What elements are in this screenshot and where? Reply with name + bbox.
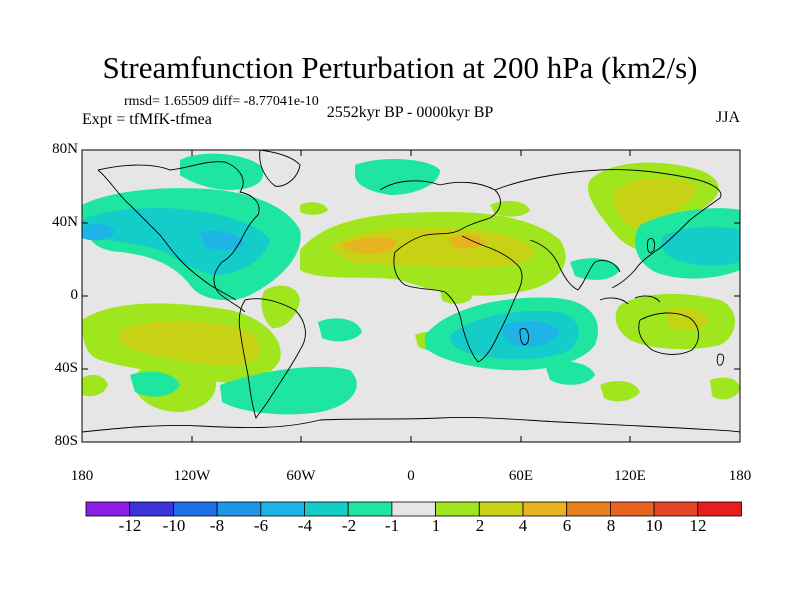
colorbar-box — [478, 501, 524, 517]
lat-label: 80N — [52, 141, 78, 157]
lon-label: 120E — [614, 468, 646, 484]
colorbar — [85, 501, 742, 517]
colorbar-label: 8 — [606, 516, 616, 535]
chart-title: Streamfunction Perturbation at 200 hPa (… — [102, 50, 698, 85]
colorbar-box — [610, 501, 655, 517]
colorbar-box — [304, 501, 349, 517]
colorbar-label: -6 — [253, 516, 269, 535]
colorbar-box — [216, 501, 262, 517]
colorbar-box — [653, 501, 699, 517]
coastline-layer — [82, 150, 740, 433]
colorbar-box — [129, 501, 174, 517]
colorbar-label: 1 — [431, 516, 441, 535]
colorbar-label: 2 — [475, 516, 485, 535]
colorbar-label: -10 — [162, 516, 186, 535]
colorbar-box — [85, 501, 131, 517]
colorbar-label: -1 — [384, 516, 400, 535]
colorbar-box — [391, 501, 436, 517]
colorbar-label: 4 — [518, 516, 528, 535]
colorbar-box — [435, 501, 480, 517]
contour-fill-layer — [82, 153, 740, 415]
colorbar-box — [522, 501, 568, 517]
lon-label: 180 — [70, 468, 94, 484]
experiment-label: Expt = tfMfK-tfmea — [82, 111, 212, 128]
lat-label: 0 — [70, 287, 79, 303]
lon-label: 120W — [173, 468, 211, 484]
lat-label: 40N — [52, 214, 78, 230]
lon-label: 60E — [508, 468, 534, 484]
period-label: 2552kyr BP - 0000kyr BP — [326, 104, 494, 121]
colorbar-box — [697, 501, 742, 517]
colorbar-label: -4 — [297, 516, 313, 535]
colorbar-box — [260, 501, 305, 517]
colorbar-label: 6 — [562, 516, 572, 535]
colorbar-label: 12 — [689, 516, 707, 535]
lat-label: 40S — [54, 360, 78, 376]
colorbar-box — [172, 501, 218, 517]
colorbar-label: -8 — [209, 516, 225, 535]
season-label: JJA — [715, 109, 740, 126]
lon-label: 0 — [407, 468, 415, 484]
stats-line: rmsd= 1.65509 diff= -8.77041e-10 — [124, 94, 319, 109]
colorbar-box — [566, 501, 611, 517]
lon-label: 60W — [286, 468, 316, 484]
lat-label: 80S — [54, 433, 78, 449]
colorbar-label: -2 — [341, 516, 357, 535]
colorbar-label: 10 — [645, 516, 663, 535]
colorbar-box — [347, 501, 393, 517]
axis-ticks — [81, 149, 741, 443]
lon-label: 180 — [728, 468, 752, 484]
colorbar-label: -12 — [118, 516, 142, 535]
